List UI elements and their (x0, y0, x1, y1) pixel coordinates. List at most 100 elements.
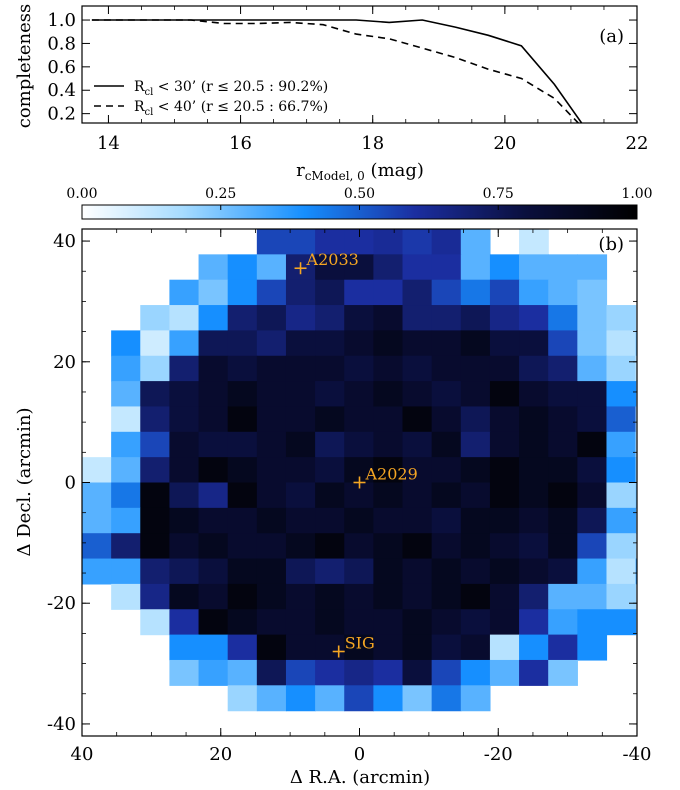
heatmap-cell (315, 634, 345, 661)
heatmap-cell (431, 406, 462, 433)
heatmap-cell (285, 634, 316, 661)
heatmap-cell (373, 355, 404, 382)
heatmap-cell (489, 254, 520, 281)
heatmap-cell (169, 457, 200, 484)
heatmap-cell (256, 381, 287, 408)
heatmap-cell (548, 355, 578, 382)
completeness-heatmap (82, 229, 637, 712)
heatmap-cell (402, 355, 433, 382)
heatmap-cell (198, 558, 229, 585)
heatmap-cell (227, 355, 258, 382)
heatmap-cell (373, 431, 404, 458)
heatmap-cell (489, 507, 520, 534)
legend: Rcl < 30’ (r ≤ 20.5 : 90.2%) Rcl < 40’ (… (94, 79, 328, 118)
heatmap-cell (256, 355, 287, 382)
heatmap-cell (315, 482, 345, 509)
heatmap-cell (198, 482, 229, 509)
xlabel-subscript: cModel, 0 (305, 169, 365, 183)
heatmap-cell (111, 457, 141, 484)
heatmap-cell (198, 507, 229, 534)
heatmap-cell (315, 330, 345, 357)
heatmap-cell (431, 229, 462, 255)
ylabel-decl: Δ Decl. (arcmin) (14, 408, 35, 557)
colorbar: 0.00 0.25 0.50 0.75 1.00 (66, 186, 653, 220)
heatmap-cell (373, 279, 404, 306)
heatmap-cell (285, 229, 316, 255)
heatmap-cell (315, 254, 345, 281)
legend-solid-label: Rcl < 30’ (r ≤ 20.5 : 90.2%) (134, 79, 328, 98)
heatmap-cell (285, 355, 316, 382)
heatmap-cell (519, 254, 549, 281)
y-tick-label: -20 (47, 593, 76, 614)
heatmap-cell (519, 229, 549, 255)
heatmap-cell (373, 507, 404, 534)
heatmap-cell (169, 482, 200, 509)
heatmap-cell (402, 330, 433, 357)
heatmap-cell (460, 482, 491, 509)
heatmap-cell (285, 659, 316, 686)
colorbar-tick-label: 0.25 (205, 186, 236, 202)
heatmap-cell (606, 406, 637, 433)
heatmap-cell (169, 533, 200, 560)
heatmap-cell (548, 609, 578, 636)
heatmap-cell (198, 457, 229, 484)
y-tick-label: 20 (53, 352, 76, 373)
heatmap-cell (431, 254, 462, 281)
heatmap-cell (460, 406, 491, 433)
heatmap-cell (285, 482, 316, 509)
heatmap-cell (606, 482, 637, 509)
heatmap-cell (431, 279, 462, 306)
heatmap-cell (285, 330, 316, 357)
heatmap-cell (577, 279, 608, 306)
heatmap-cell (577, 558, 608, 585)
heatmap-cell (198, 659, 229, 686)
heatmap-cell (373, 254, 404, 281)
panel-a-label: (a) (599, 26, 624, 47)
heatmap-cell (227, 431, 258, 458)
heatmap-cell (489, 330, 520, 357)
heatmap-cell (606, 330, 637, 357)
heatmap-cell (431, 634, 462, 661)
heatmap-cell (548, 482, 578, 509)
x-tick-label: -40 (623, 744, 652, 765)
heatmap-cell (344, 431, 374, 458)
heatmap-cell (140, 609, 171, 636)
heatmap-cell (402, 558, 433, 585)
heatmap-cell (315, 609, 345, 636)
heatmap-cell (489, 634, 520, 661)
heatmap-cell (140, 558, 171, 585)
heatmap-cell (344, 355, 374, 382)
heatmap-cell (431, 533, 462, 560)
heatmap-cell (315, 659, 345, 686)
heatmap-cell (227, 381, 258, 408)
heatmap-cell (169, 583, 200, 610)
x-tick-label: 14 (97, 133, 120, 154)
heatmap-cell (198, 634, 229, 661)
heatmap-cell (315, 457, 345, 484)
heatmap-cell (169, 406, 200, 433)
heatmap-cell (606, 558, 637, 585)
heatmap-cell (315, 431, 345, 458)
heatmap-cell (169, 330, 200, 357)
series-line-rcl-40 (91, 19, 580, 123)
heatmap-cell (577, 634, 608, 661)
heatmap-cell (431, 583, 462, 610)
heatmap-cell (344, 406, 374, 433)
heatmap-cell (519, 406, 549, 433)
heatmap-cell (315, 406, 345, 433)
heatmap-cell (111, 355, 141, 382)
heatmap-cell (606, 381, 637, 408)
heatmap-cell (227, 507, 258, 534)
y-tick-label: 0.4 (47, 80, 76, 101)
heatmap-cell (519, 381, 549, 408)
heatmap-cell (489, 279, 520, 306)
heatmap-cell (489, 406, 520, 433)
colorbar-tick-label: 0.50 (344, 186, 375, 202)
heatmap-cell (635, 330, 637, 357)
heatmap-cell (82, 507, 112, 534)
heatmap-cell (373, 634, 404, 661)
heatmap-cell (635, 482, 637, 509)
heatmap-cell (402, 457, 433, 484)
heatmap-cell (140, 381, 171, 408)
heatmap-cell (227, 482, 258, 509)
